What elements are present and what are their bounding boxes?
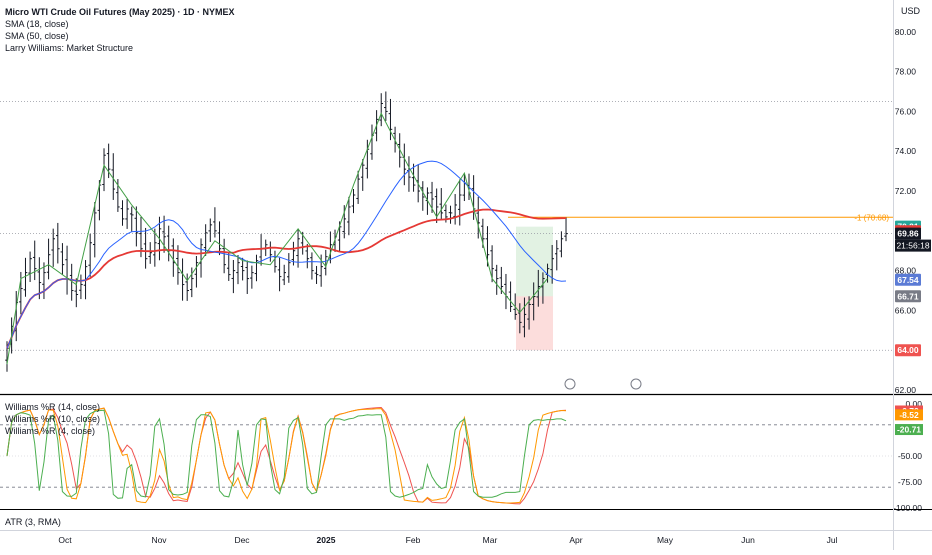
price-tick-label: 80.00 [895,27,917,37]
time-tick-label: 2025 [317,535,336,545]
oscillator-tick-label: -75.00 [898,477,922,487]
price-marker-badge [895,227,921,240]
price-scale[interactable]: 80.0078.0076.0074.0072.0070.0068.0066.00… [893,27,931,513]
sma18-line [6,160,567,349]
time-tick-label: Nov [151,535,167,545]
time-tick-label: Feb [406,535,421,545]
time-tick-label: Jul [827,535,838,545]
wr4-label[interactable]: Williams %R (4, close) [5,426,96,436]
time-tick-label: Oct [58,535,72,545]
currency-label[interactable]: USD [901,6,921,16]
oscillator-pane [0,406,893,505]
indicator-sma18-label[interactable]: SMA (18, close) [5,19,69,29]
price-tick-label: 74.00 [895,146,917,156]
price-marker-label: 66.71 [897,291,919,301]
price-marker-badge [895,273,921,286]
price-pane: -1 (70.68) [0,91,893,390]
earnings-event-icon [630,378,642,390]
time-tick-label: Apr [569,535,582,545]
price-marker-label: 64.00 [897,345,919,355]
price-tick-label: 68.00 [895,266,917,276]
price-tick-label: 76.00 [895,106,917,116]
time-axis[interactable]: Oct Nov Dec 2025 Feb Mar Apr May Jun Jul [58,535,837,545]
oscillator-tick-label: 0.00 [905,399,922,409]
target-label: -1 (70.68) [854,213,889,222]
oscillator-value-badge [895,409,923,421]
atr-legend: ATR (3, RMA) [5,516,61,528]
countdown-label: 21:56:18 [896,241,929,251]
oscillator-value-label: -20.71 [897,425,921,435]
oscillator-value-badge [895,424,923,436]
countdown-badge [895,239,931,252]
wr4-line [6,409,567,499]
oscillator-tick-label: -50.00 [898,451,922,461]
price-tick-label: 78.00 [895,67,917,77]
price-tick-label: 72.00 [895,186,917,196]
indicator-sma50-label[interactable]: SMA (50, close) [5,31,69,41]
oscillator-value-label: -8.52 [899,410,919,420]
chart-legend: Micro WTI Crude Oil Futures (May 2025) ·… [5,6,235,54]
time-tick-label: Dec [234,535,250,545]
symbol-title[interactable]: Micro WTI Crude Oil Futures (May 2025) ·… [5,7,235,17]
wr10-line [6,407,567,504]
time-tick-label: Mar [483,535,498,545]
indicator-market-structure-label[interactable]: Larry Williams: Market Structure [5,43,134,53]
wr10-label[interactable]: Williams %R (10, close) [5,414,101,424]
price-marker-label: 69.86 [897,229,919,239]
oscillator-tick-label: -100.00 [893,503,922,513]
time-tick-label: May [657,535,674,545]
price-tick-label: 66.00 [895,305,917,315]
market-structure-line [6,112,548,365]
time-tick-label: Jun [741,535,755,545]
price-marker-badge [895,290,921,303]
sma50-line [6,208,567,349]
price-tick-label: 62.00 [895,385,917,395]
oscillator-legend: Williams %R (14, close) Williams %R (10,… [5,401,100,437]
wr14-label[interactable]: Williams %R (14, close) [5,402,101,412]
dividend-event-icon [564,378,576,390]
long-position-loss-zone [516,296,553,351]
price-marker-badge [895,344,921,357]
atr-label[interactable]: ATR (3, RMA) [5,517,61,527]
price-marker-label: 67.54 [897,275,919,285]
